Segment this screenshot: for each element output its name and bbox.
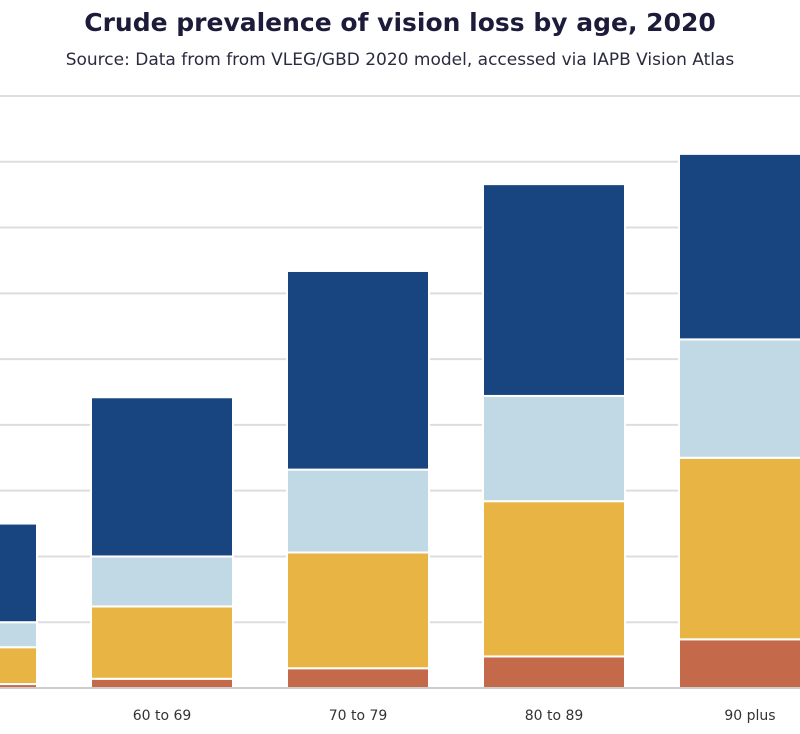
bar-segment: [482, 394, 626, 503]
bar-segment: [0, 621, 38, 649]
bar-segment: [482, 655, 626, 690]
bar-segment: [286, 468, 430, 554]
bar-segment: [678, 456, 800, 641]
bar-segment: [90, 396, 234, 558]
bar-segment: [0, 683, 38, 690]
bar-segment: [90, 605, 234, 680]
bar-segment: [678, 152, 800, 341]
x-tick-label: 80 to 89: [525, 708, 584, 724]
x-tick-label: 90 plus: [724, 708, 775, 724]
bar-segment: [0, 522, 38, 624]
bar-segment: [90, 677, 234, 690]
bar-segment: [678, 338, 800, 459]
bar-segment: [482, 183, 626, 397]
chart-subtitle: Source: Data from from VLEG/GBD 2020 mod…: [65, 50, 735, 70]
x-tick-labels: 60 to 69 70 to 79 80 to 89 90 plus: [133, 708, 776, 724]
bar-segment: [90, 555, 234, 608]
x-tick-label: 60 to 69: [133, 708, 192, 724]
bar-segment: [286, 667, 430, 689]
chart-title: Crude prevalence of vision loss by age, …: [84, 8, 716, 37]
bar-segment: [286, 269, 430, 471]
bar-segment: [0, 646, 38, 686]
bar-segment: [678, 638, 800, 690]
bar-segment: [482, 500, 626, 658]
bar-segment: [286, 551, 430, 670]
x-tick-label: 70 to 79: [329, 708, 388, 724]
bar-stacks: [0, 152, 800, 690]
